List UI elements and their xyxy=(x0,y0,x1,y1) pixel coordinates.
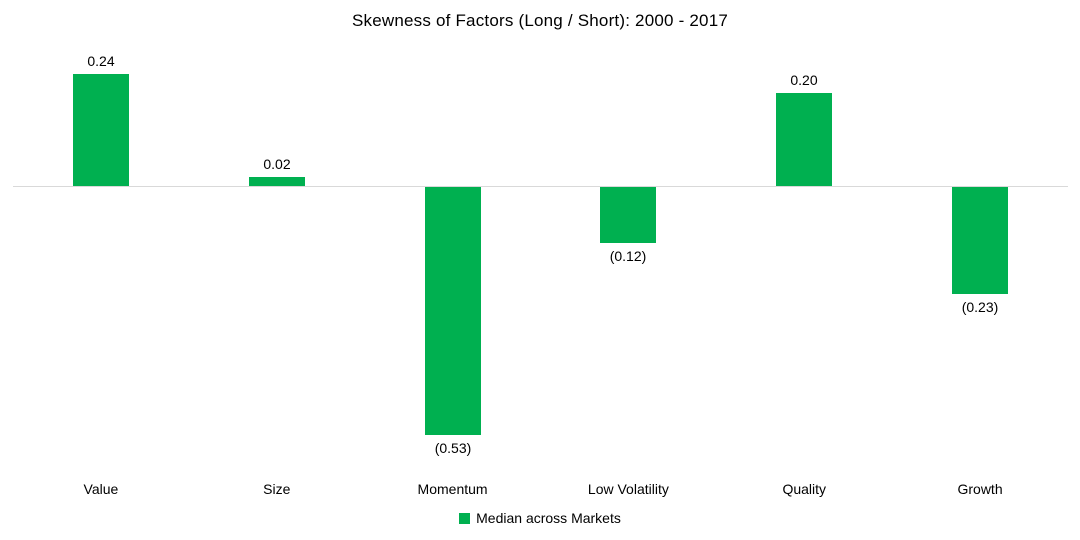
data-label-momentum: (0.53) xyxy=(434,440,472,456)
legend-label: Median across Markets xyxy=(476,510,621,526)
data-label-size: 0.02 xyxy=(263,156,291,172)
category-label-quality: Quality xyxy=(782,481,827,497)
category-label-growth: Growth xyxy=(957,481,1003,497)
category-label-momentum: Momentum xyxy=(417,481,488,497)
bar-quality xyxy=(776,93,832,186)
bar-growth xyxy=(952,187,1008,294)
chart-title: Skewness of Factors (Long / Short): 2000… xyxy=(351,11,729,30)
category-label-value: Value xyxy=(83,481,119,497)
bar-size xyxy=(249,177,305,186)
category-axis: Value Size Momentum Low Volatility Quality Gr… xyxy=(13,481,1068,497)
bar-value xyxy=(73,74,129,186)
data-label-value: 0.24 xyxy=(87,53,115,69)
legend: Median across Markets xyxy=(0,510,1080,526)
data-label-quality: 0.20 xyxy=(790,72,818,88)
bar-low-volatility xyxy=(600,187,656,243)
data-label-growth: (0.23) xyxy=(961,299,999,315)
category-label-size: Size xyxy=(263,481,291,497)
legend-marker-icon xyxy=(459,512,471,524)
zero-axis-line xyxy=(13,186,1068,187)
plot-area: 0.24 0.02 (0.53) (0.12) 0.20 (0.23) xyxy=(13,40,1068,470)
bar-momentum xyxy=(425,187,481,435)
category-label-low-volatility: Low Volatility xyxy=(587,481,669,497)
data-label-low-volatility: (0.12) xyxy=(609,248,647,264)
